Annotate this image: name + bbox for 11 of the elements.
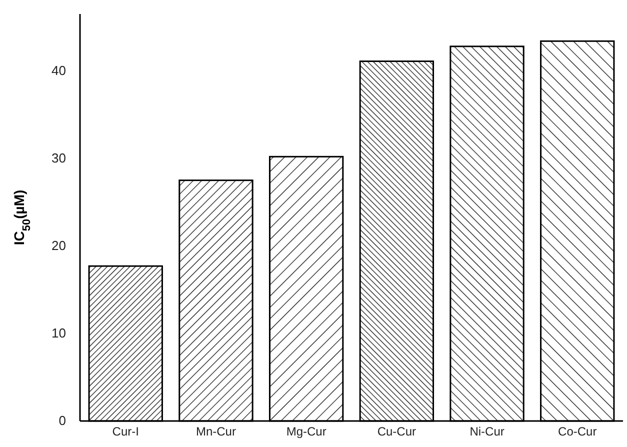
- y-tick-label: 30: [52, 150, 66, 166]
- x-tick-label: Cur-I: [112, 424, 139, 439]
- y-tick-label: 10: [52, 326, 66, 341]
- x-tick-label: Cu-Cur: [377, 424, 416, 439]
- x-tick-label: Mg-Cur: [286, 424, 326, 439]
- y-tick-label: 0: [58, 413, 66, 428]
- y-tick-label: 20: [52, 238, 66, 254]
- x-tick-label: Mn-Cur: [196, 424, 236, 439]
- y-tick-label: 40: [52, 63, 66, 78]
- x-tick-label: Co-Cur: [558, 424, 597, 439]
- x-tick-label: Ni-Cur: [470, 424, 504, 439]
